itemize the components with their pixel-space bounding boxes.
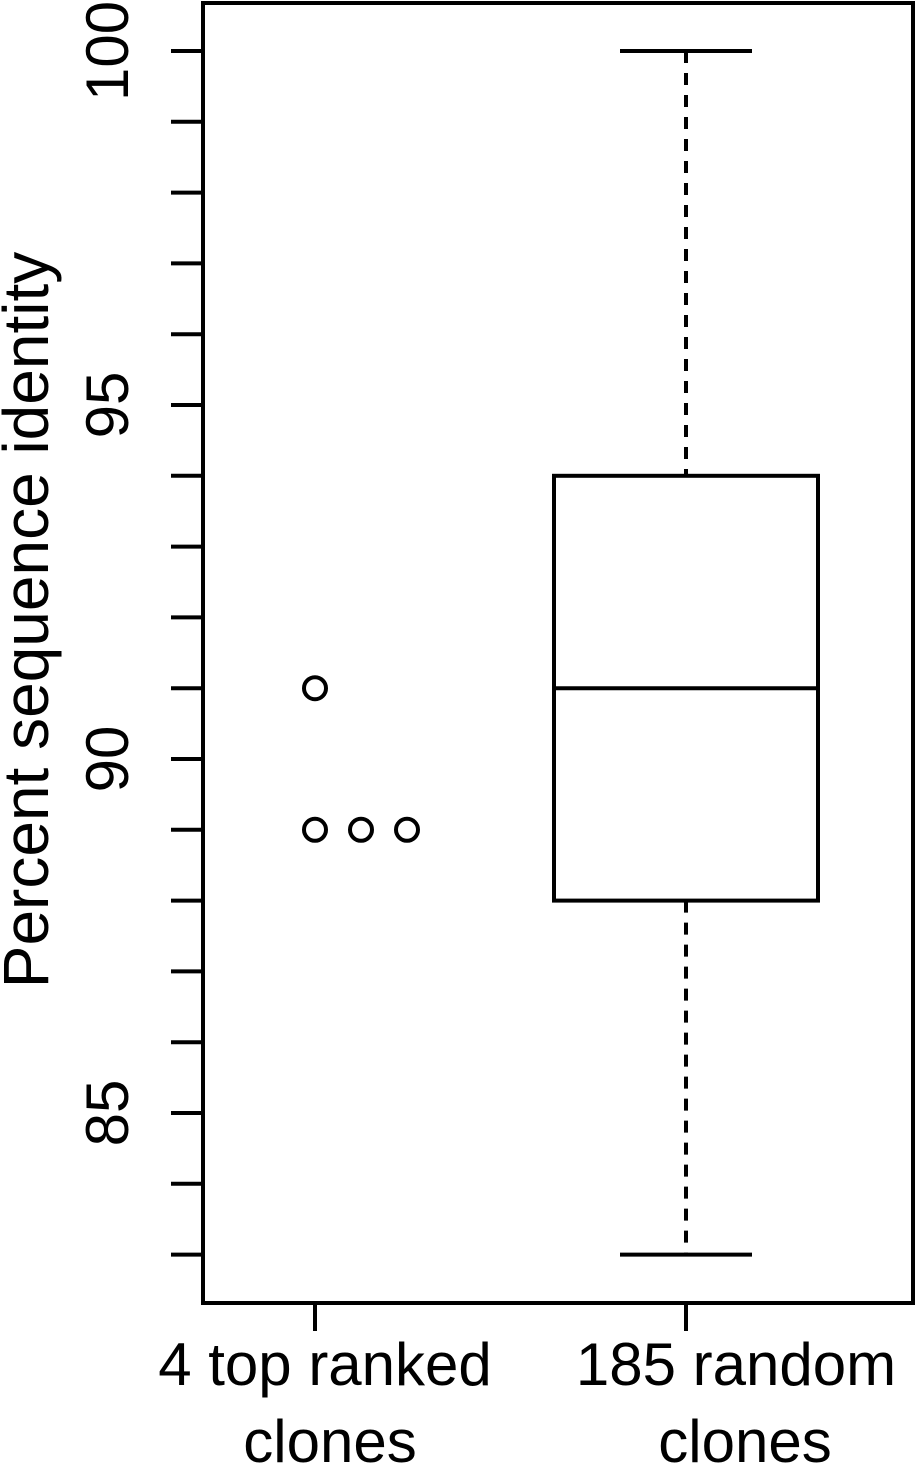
data-point-1 (302, 675, 328, 702)
x-category-label-1-line1: 4 top ranked (158, 1331, 492, 1398)
data-point-4 (394, 816, 420, 843)
plot-marks (302, 49, 820, 1257)
x-category-label-1-line2: clones (243, 1408, 416, 1469)
y-tick-label-100: 100 (74, 1, 141, 101)
y-tick-label-95: 95 (74, 372, 141, 439)
plot-frame (201, 1, 915, 1305)
y-tick-label-85: 85 (74, 1080, 141, 1147)
x-axis (313, 1303, 688, 1331)
x-category-label-2-line2: clones (658, 1408, 831, 1469)
y-tick-label-90: 90 (74, 726, 141, 793)
data-point-3 (348, 816, 374, 843)
y-axis: 85 90 95 100 (74, 1, 203, 1257)
y-axis-label: Percent sequence identity (0, 252, 62, 988)
data-point-2 (302, 816, 328, 843)
x-category-label-2-line1: 185 random (576, 1331, 896, 1398)
